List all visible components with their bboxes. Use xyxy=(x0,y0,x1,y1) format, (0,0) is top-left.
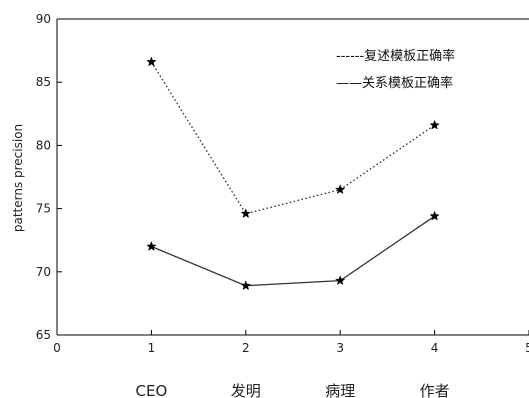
series-2-point xyxy=(336,276,345,285)
legend-entry-1: ------复述模板正确率 xyxy=(336,48,455,64)
category-label: CEO xyxy=(136,382,168,398)
plot-area: 65 70 75 80 85 90 0 1 2 3 4 5 CEO 发明 病理 作者 xyxy=(36,12,529,398)
y-tick-label: 80 xyxy=(36,138,51,152)
y-axis-title: patterns precision xyxy=(11,124,25,232)
y-tick-label: 90 xyxy=(36,12,51,26)
x-tick-label: 3 xyxy=(336,341,344,355)
x-tick-label: 1 xyxy=(148,341,156,355)
series-2-point xyxy=(147,242,156,251)
category-label: 发明 xyxy=(231,382,261,398)
y-tick-label: 65 xyxy=(36,328,51,342)
legend-entry-1-label: 复述模板正确率 xyxy=(364,48,455,64)
series-1-point xyxy=(241,209,250,218)
y-tick-label: 85 xyxy=(36,75,51,89)
x-tick-label: 5 xyxy=(525,341,529,355)
y-tick-label: 75 xyxy=(36,202,51,216)
x-tick-label: 4 xyxy=(431,341,439,355)
legend: ------复述模板正确率 ——关系模板正确率 xyxy=(336,48,455,91)
x-tick-label: 0 xyxy=(53,341,61,355)
legend-entry-2: ——关系模板正确率 xyxy=(336,75,453,91)
series-2-line xyxy=(151,216,434,286)
series-2-point xyxy=(241,281,250,290)
series-1-point xyxy=(430,120,439,129)
x-tick-label: 2 xyxy=(242,341,250,355)
legend-entry-2-line: —— xyxy=(336,76,362,91)
legend-entry-1-line: ------ xyxy=(336,49,364,64)
legend-entry-2-label: 关系模板正确率 xyxy=(362,75,453,91)
series-1-point xyxy=(147,57,156,66)
category-label: 病理 xyxy=(325,382,355,398)
series-1-point xyxy=(336,185,345,194)
category-label: 作者 xyxy=(420,382,450,398)
y-tick-label: 70 xyxy=(36,265,51,279)
